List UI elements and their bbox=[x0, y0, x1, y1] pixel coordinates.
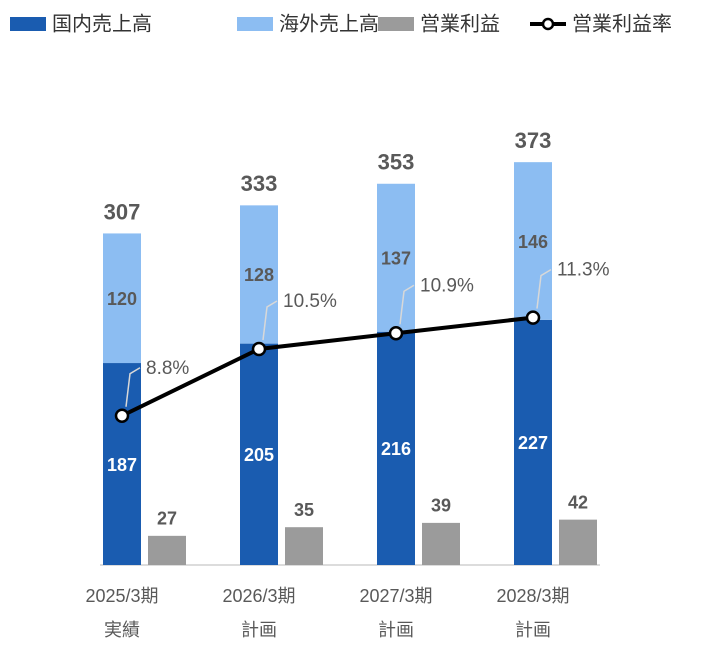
data-label: 10.9% bbox=[420, 275, 474, 296]
data-label: 10.5% bbox=[283, 291, 337, 312]
line-marker bbox=[114, 408, 130, 424]
legend-swatch bbox=[10, 17, 46, 31]
legend-label: 営業利益率 bbox=[572, 12, 672, 35]
legend-marker bbox=[541, 17, 555, 31]
x-tick-label: 2028/3期 bbox=[496, 586, 569, 606]
data-label: 216 bbox=[381, 439, 411, 459]
bar-segment bbox=[240, 205, 278, 344]
data-label: 227 bbox=[518, 433, 548, 453]
bar-segment bbox=[377, 331, 415, 565]
legend-label: 海外売上高 bbox=[279, 12, 379, 35]
line-marker bbox=[525, 310, 541, 325]
legend-label: 営業利益 bbox=[420, 12, 500, 35]
bar-segment bbox=[240, 343, 278, 565]
bar-segment bbox=[514, 162, 552, 320]
x-tick-label: 計画 bbox=[241, 620, 277, 640]
data-label: 137 bbox=[381, 248, 411, 268]
line-marker bbox=[388, 326, 404, 341]
data-label: 205 bbox=[244, 445, 274, 465]
data-label: 42 bbox=[568, 492, 588, 512]
data-label: 120 bbox=[107, 289, 137, 309]
x-tick-label: 2025/3期 bbox=[85, 586, 158, 606]
bar bbox=[422, 522, 460, 565]
x-tick-label: 実績 bbox=[104, 620, 140, 640]
bar-segment bbox=[103, 233, 141, 364]
legend-swatch bbox=[237, 17, 273, 31]
total-label: 307 bbox=[104, 199, 141, 224]
bar-segment bbox=[514, 319, 552, 565]
bar-segment bbox=[103, 363, 141, 565]
line bbox=[121, 315, 534, 418]
data-label: 27 bbox=[157, 509, 177, 529]
x-tick-label: 2027/3期 bbox=[359, 586, 432, 606]
legend-swatch bbox=[378, 17, 414, 31]
data-label: 187 bbox=[107, 455, 137, 475]
bar bbox=[559, 519, 597, 565]
leader-line bbox=[262, 300, 278, 341]
bar bbox=[148, 535, 186, 565]
data-label: 11.3% bbox=[557, 260, 610, 281]
total-label: 333 bbox=[241, 171, 278, 196]
bar bbox=[285, 527, 323, 565]
x-tick-label: 2026/3期 bbox=[222, 586, 295, 606]
data-label: 128 bbox=[244, 265, 274, 285]
bar-segment bbox=[377, 183, 415, 332]
data-label: 146 bbox=[518, 232, 548, 252]
total-label: 353 bbox=[378, 150, 415, 175]
x-tick-label: 計画 bbox=[515, 620, 551, 640]
legend-label: 国内売上高 bbox=[52, 12, 152, 35]
x-tick-label: 計画 bbox=[378, 620, 414, 640]
leader-line bbox=[399, 284, 415, 325]
data-label: 39 bbox=[431, 496, 451, 516]
data-label: 35 bbox=[294, 500, 314, 520]
line-marker bbox=[251, 341, 267, 357]
leader-line bbox=[536, 268, 552, 309]
data-label: 8.8% bbox=[146, 358, 189, 379]
total-label: 373 bbox=[515, 128, 552, 153]
leader-line bbox=[125, 367, 141, 407]
